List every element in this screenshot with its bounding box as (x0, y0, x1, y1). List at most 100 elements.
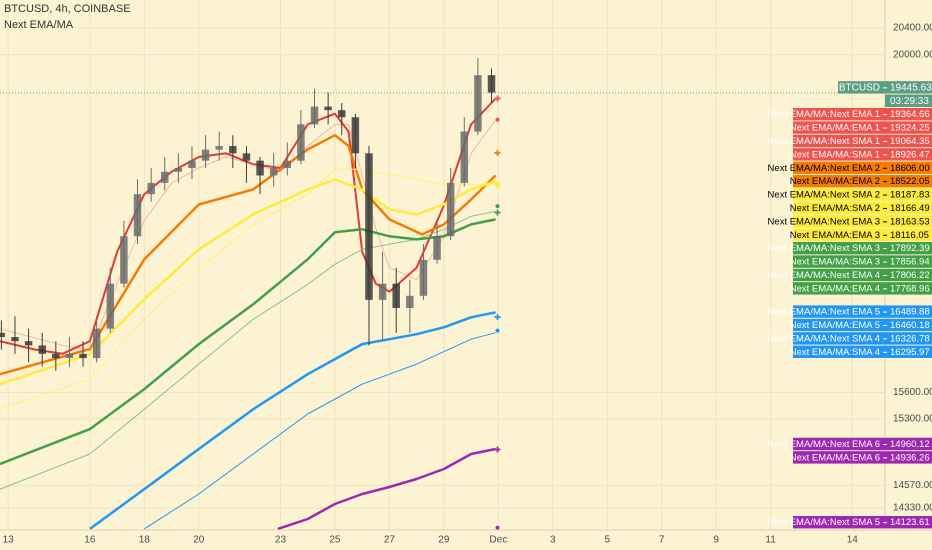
indicator-line (144, 332, 496, 530)
next-value-marker (494, 182, 501, 189)
price-tag-value: 17806.22 (890, 270, 930, 281)
next-value-marker (494, 95, 501, 102)
price-tag-value: 17892.39 (890, 243, 930, 254)
chart-title: BTCUSD, 4h, COINBASE (4, 3, 131, 15)
price-tag-bg (793, 215, 932, 228)
price-tag-bg (793, 451, 932, 464)
candle-body (229, 146, 237, 154)
price-tag-value: 14936.26 (890, 452, 930, 463)
price-tag-bg (793, 174, 932, 188)
next-value-marker (495, 328, 500, 333)
y-tick-label: 20000.00 (893, 49, 932, 60)
price-tag-name: BTCUSD (839, 83, 880, 94)
candle-body (474, 75, 482, 132)
price-tag-value: 18926.47 (890, 149, 930, 160)
price-tag-name: Next EMA/MA:EMA 4 (790, 283, 880, 294)
candle-body (351, 117, 360, 154)
price-tag-value: 19445.63 (890, 83, 932, 94)
price-tag-value: 19364.66 (890, 109, 930, 120)
indicator-line (0, 178, 496, 386)
next-value-marker (494, 149, 501, 156)
price-tag-bg (793, 516, 932, 529)
price-tag-value: 16460.18 (890, 320, 930, 331)
next-value-marker (495, 204, 500, 209)
price-tag-bg (793, 121, 932, 134)
x-tick-label: 13 (3, 535, 15, 546)
y-tick-label: 14330.00 (893, 503, 932, 514)
indicator-line (0, 168, 496, 410)
price-tag-bg (793, 332, 932, 345)
price-tag-name: Next EMA/MA:SMA 1 (790, 149, 880, 160)
x-tick-label: 5 (604, 535, 610, 546)
price-tag-bg (793, 134, 932, 148)
price-tag-value: 18166.49 (890, 203, 930, 214)
price-tag-value: 18606.00 (890, 163, 930, 174)
price-tag-name: Next EMA/MA:Next EMA 2 (768, 163, 880, 174)
candle-body (161, 171, 169, 183)
price-tag-name: Next EMA/MA:Next EMA 3 (768, 216, 880, 227)
price-tag-value: 18116.05 (890, 230, 929, 241)
candle-body (147, 182, 155, 195)
candle-body (201, 149, 210, 161)
candle-body (174, 168, 183, 172)
candle-body (297, 124, 305, 161)
x-tick-label: 11 (765, 535, 776, 546)
price-tag-value: 19064.35 (890, 136, 930, 147)
next-value-marker (495, 117, 500, 122)
candle-body (188, 160, 196, 169)
candle-body (365, 153, 373, 300)
price-tag-value: 17768.96 (890, 283, 930, 294)
price-tag-name: Next EMA/MA:Next SMA 3 (768, 243, 880, 254)
y-tick-label: 20400.00 (893, 22, 932, 33)
candle-body (460, 131, 469, 183)
x-tick-label: 9 (713, 535, 719, 546)
candle-body (324, 106, 332, 111)
candle-body (406, 295, 414, 309)
price-tag-name: Next EMA/MA:EMA 2 (790, 176, 880, 187)
price-tag-name: Next EMA/MA:SMA 4 (790, 347, 880, 358)
price-tag-bg (793, 201, 932, 215)
price-tag-bg (793, 148, 932, 161)
price-tag-bg (793, 228, 932, 241)
candle-body (419, 259, 428, 296)
countdown-bg (885, 94, 932, 107)
price-tag-value: 19324.25 (890, 123, 930, 134)
next-value-marker (494, 209, 501, 216)
x-tick-label: 29 (438, 535, 450, 546)
price-tag-value: 17856.94 (890, 257, 930, 268)
price-tag-value: 18163.53 (890, 216, 930, 227)
candle-body (433, 236, 441, 260)
candle-body (38, 345, 46, 354)
candle-body (65, 353, 74, 359)
price-tag-name: Next EMA/MA:SMA 2 (790, 203, 880, 214)
candle-body (338, 110, 346, 118)
indicator-line (0, 218, 496, 466)
next-value-marker (494, 314, 501, 321)
candle-body (310, 106, 319, 125)
price-tag-value: 14123.61 (890, 517, 930, 528)
price-tags: BTCUSD 19445.63 03:29:33 Next EMA/MA:Next E… (768, 81, 932, 529)
candle-body (92, 328, 101, 359)
price-tag-value: 14960.12 (890, 439, 930, 450)
price-tag-name: Next EMA/MA:Next EMA 6 (768, 439, 880, 450)
price-tag-value: 18187.83 (890, 190, 930, 201)
x-tick-label: 16 (84, 535, 96, 546)
countdown: 03:29:33 (890, 96, 929, 107)
price-tag-name: Next EMA/MA:Next SMA 5 (768, 517, 880, 528)
price-tag-bg (793, 161, 932, 174)
x-tick-label: Dec (489, 535, 507, 546)
price-tag-bg (793, 282, 932, 295)
price-tag-name: Next EMA/MA:Next EMA 1 (768, 109, 880, 120)
indicator-line (0, 210, 496, 490)
price-tag-bg (793, 345, 932, 358)
next-value-marker (495, 525, 500, 530)
candle-body (106, 283, 115, 329)
candle-body (0, 332, 6, 338)
price-tag-bg (793, 268, 932, 282)
candle-body (446, 182, 455, 237)
y-tick-label: 14570.00 (893, 480, 932, 491)
y-tick-label: 15300.00 (893, 414, 932, 425)
